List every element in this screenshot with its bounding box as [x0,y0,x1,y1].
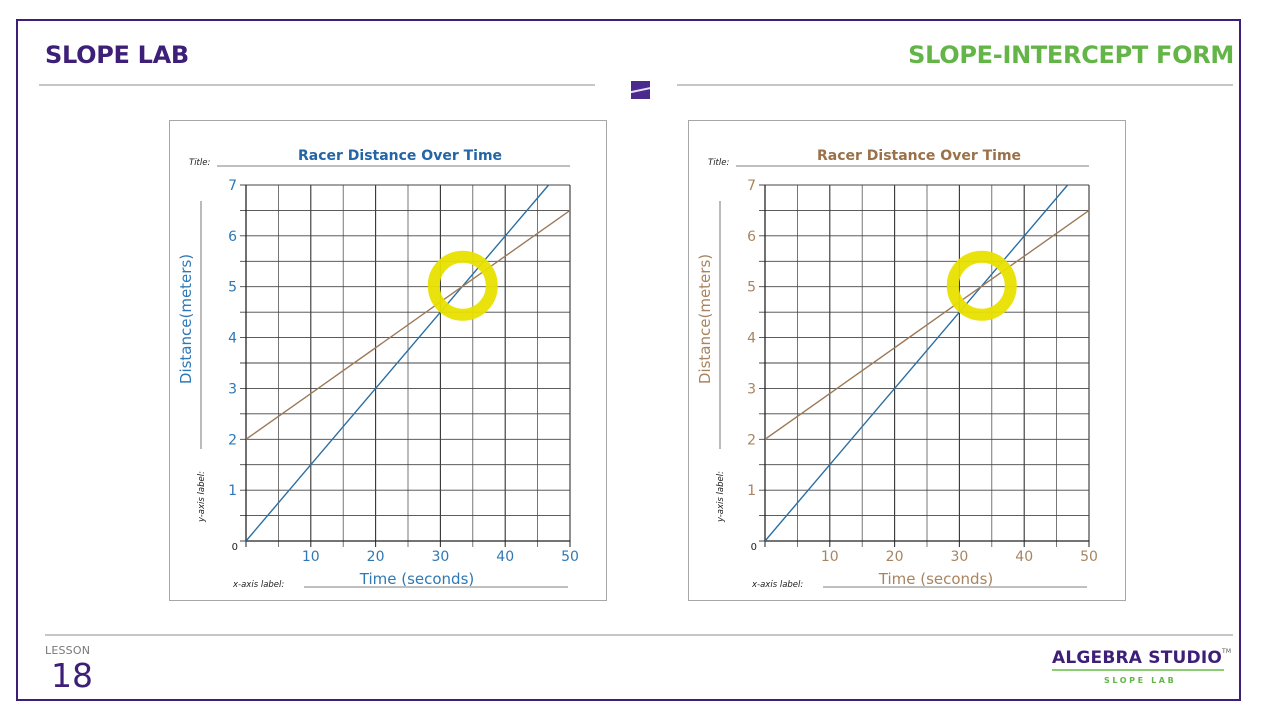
x-axis-title: Time (seconds) [359,570,475,588]
y-tick-label: 6 [228,229,237,245]
lesson-label: LESSON [45,644,91,657]
x-tick-label: 50 [561,549,579,565]
trademark: TM [1222,648,1232,655]
brand-logo: ALGEBRA STUDIOTM SLOPE LAB [1052,648,1232,685]
y-axis-title: Distance(meters) [177,254,195,384]
x-tick-label: 40 [496,549,514,565]
x-tick-label: 10 [821,549,839,565]
page-title: SLOPE LAB [45,41,189,69]
series-line [765,184,1069,541]
graph-title: Racer Distance Over Time [817,148,1021,164]
y-tick-label: 7 [228,178,237,194]
svg-text:0: 0 [751,542,757,553]
brand-name: ALGEBRA STUDIOTM [1052,648,1232,668]
x-tick-label: 20 [886,549,904,565]
y-tick-label: 1 [747,483,756,499]
slope-square-icon [631,81,650,99]
x-tick-label: 40 [1015,549,1033,565]
y-tick-label: 5 [228,280,237,296]
y-tick-label: 3 [747,381,756,397]
title-prefix: Title: [189,158,210,168]
y-tick-label: 5 [747,280,756,296]
line-graph-left: Title: Racer Distance Over Time 0 1 2 3 4 5 6 7 10… [177,148,579,590]
y-tick-label: 6 [747,229,756,245]
brand-name-text: ALGEBRA STUDIO [1052,648,1223,668]
x-tick-label: 50 [1080,549,1098,565]
y-tick-label: 1 [228,483,237,499]
x-tick-label: 30 [950,549,968,565]
series-line [246,209,571,440]
graph-card-right: Title: Racer Distance Over Time 0 1 2 3 4 5 6 7 10… [688,120,1126,601]
x-tick-label: 20 [367,549,385,565]
line-graph-right: Title: Racer Distance Over Time 0 1 2 3 4 5 6 7 10… [696,148,1098,590]
page-subtitle: SLOPE-INTERCEPT FORM [908,41,1234,69]
footer-divider [45,634,1233,636]
header-divider-right [677,84,1233,86]
y-axis-prefix: y-axis label: [716,471,726,523]
title-prefix: Title: [708,158,729,168]
x-axis-title: Time (seconds) [878,570,994,588]
y-axis-title: Distance(meters) [696,254,714,384]
y-tick-label: 2 [747,432,756,448]
graph-title: Racer Distance Over Time [298,148,502,164]
intersection-highlight-circle [946,250,1017,321]
series-line [246,184,550,541]
y-tick-label: 7 [747,178,756,194]
intersection-highlight-circle [427,250,498,321]
header-divider-left [39,84,595,86]
y-tick-label: 4 [228,331,237,347]
brand-subtitle: SLOPE LAB [1104,676,1177,685]
lesson-number: 18 [51,656,93,695]
y-tick-label: 2 [228,432,237,448]
series-line [765,209,1090,440]
x-axis-prefix: x-axis label: [232,580,284,590]
svg-text:0: 0 [232,542,238,553]
y-axis-prefix: y-axis label: [197,471,207,523]
brand-underline [1052,669,1224,671]
x-tick-label: 30 [431,549,449,565]
y-tick-label: 3 [228,381,237,397]
y-tick-label: 4 [747,331,756,347]
x-axis-prefix: x-axis label: [751,580,803,590]
graph-card-left: Title: Racer Distance Over Time 0 1 2 3 4 5 6 7 10… [169,120,607,601]
x-tick-label: 10 [302,549,320,565]
